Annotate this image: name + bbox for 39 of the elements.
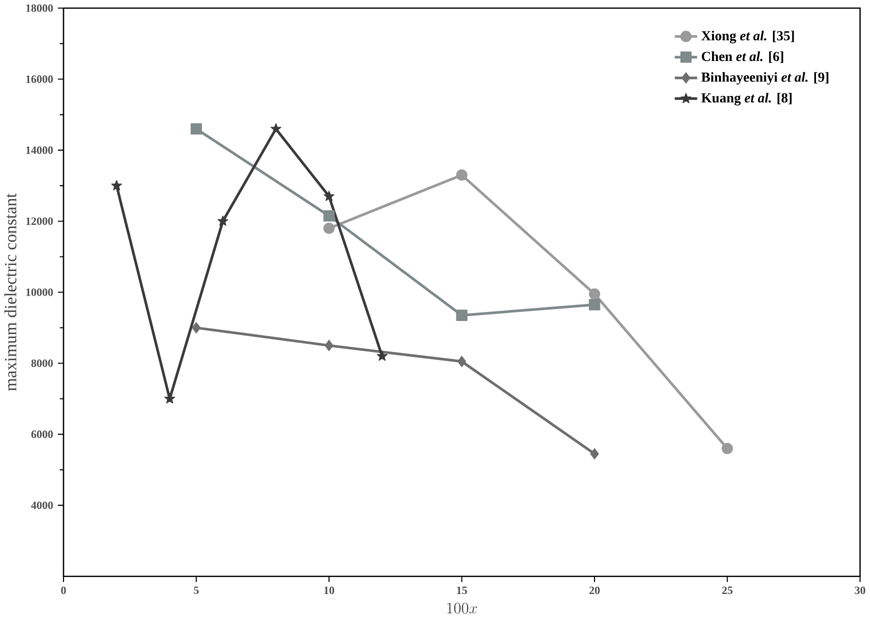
legend-label: Kuang et al. [8]: [701, 93, 792, 106]
x-axis-title: $100x$: [447, 602, 478, 614]
point: [323, 210, 335, 222]
y-tick-label: 4000: [31, 502, 53, 510]
x-tick-label: 20: [589, 586, 600, 594]
point: [217, 216, 228, 226]
point: [323, 222, 335, 234]
x-tick-label: 10: [324, 586, 334, 594]
y-tick-label: 14000: [26, 146, 53, 154]
point: [190, 123, 202, 135]
point: [456, 170, 468, 181]
point: [722, 443, 733, 454]
x-tick-label: 25: [722, 586, 732, 594]
point: [192, 322, 201, 334]
y-tick-label: 8000: [31, 360, 53, 368]
y-tick-label: 10000: [26, 288, 53, 296]
y-tick-label: 6000: [31, 430, 53, 438]
y-tick-label: 12000: [26, 218, 53, 226]
point: [324, 190, 334, 202]
point: [457, 356, 466, 368]
point: [376, 350, 388, 361]
point: [164, 393, 176, 404]
legend-label: Chen et al. [6]: [702, 52, 784, 63]
legend-label: Binhayeeniyi et al. [9]: [701, 72, 828, 85]
point: [590, 448, 599, 460]
x-tick-label: 5: [194, 586, 199, 594]
point: [588, 288, 600, 300]
y-axis-title: maximum dielectric constant: [4, 193, 16, 392]
point: [270, 123, 282, 134]
point: [588, 299, 600, 310]
y-tick-label: 16000: [26, 76, 53, 84]
y-tick-label: 18000: [26, 4, 53, 12]
x-tick-label: 15: [457, 586, 467, 594]
point: [111, 180, 122, 191]
x-tick-label: 0: [61, 586, 66, 594]
legend-label: Xiong et al. [35]: [701, 30, 794, 44]
point: [324, 340, 334, 352]
point: [456, 310, 468, 322]
x-tick-label: 30: [854, 586, 866, 594]
